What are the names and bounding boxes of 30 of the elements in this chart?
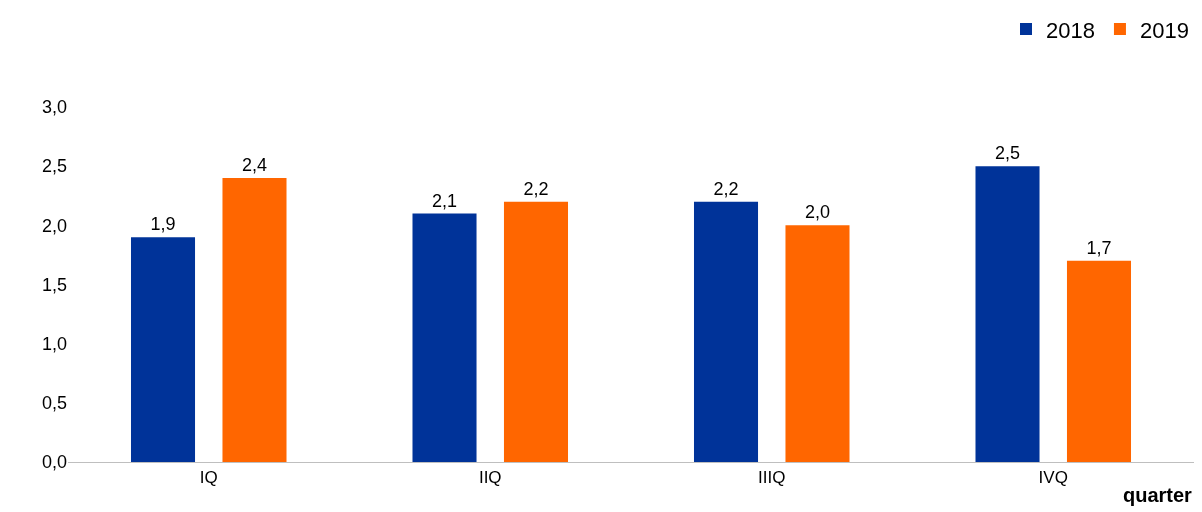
- y-tick-label: 0,0: [41, 452, 67, 473]
- data-label: 2,2: [713, 178, 739, 199]
- data-label: 1,7: [1086, 237, 1112, 258]
- y-tick-label: 1,5: [41, 274, 67, 295]
- x-tick-label: IVQ: [1038, 468, 1068, 488]
- bar: [693, 201, 759, 462]
- bar: [503, 201, 569, 462]
- legend-label: 2018: [1046, 17, 1095, 43]
- legend-label: 2019: [1139, 17, 1189, 43]
- y-tick-label: 0,5: [41, 393, 67, 414]
- x-tick-label: IIQ: [478, 468, 502, 488]
- y-tick-label: 1,0: [41, 333, 67, 354]
- y-tick-label: 2,5: [41, 156, 67, 177]
- bar: [975, 166, 1040, 462]
- data-label: 2,1: [431, 190, 458, 211]
- x-axis-title: quarter: [1123, 484, 1193, 506]
- y-tick-label: 2,0: [41, 215, 67, 236]
- x-tick-label: IIIQ: [758, 468, 786, 488]
- x-tick-label: IQ: [199, 468, 218, 488]
- bar: [785, 225, 850, 462]
- data-label: 1,9: [150, 214, 176, 235]
- data-label: 2,5: [994, 143, 1021, 164]
- bar: [412, 213, 477, 462]
- bar: [1066, 260, 1132, 462]
- y-tick-label: 3,0: [41, 97, 67, 118]
- bar: [130, 237, 196, 462]
- bar: [222, 178, 287, 462]
- data-label: 2,4: [241, 155, 268, 175]
- data-label: 2,2: [523, 178, 549, 199]
- data-label: 2,0: [804, 202, 831, 223]
